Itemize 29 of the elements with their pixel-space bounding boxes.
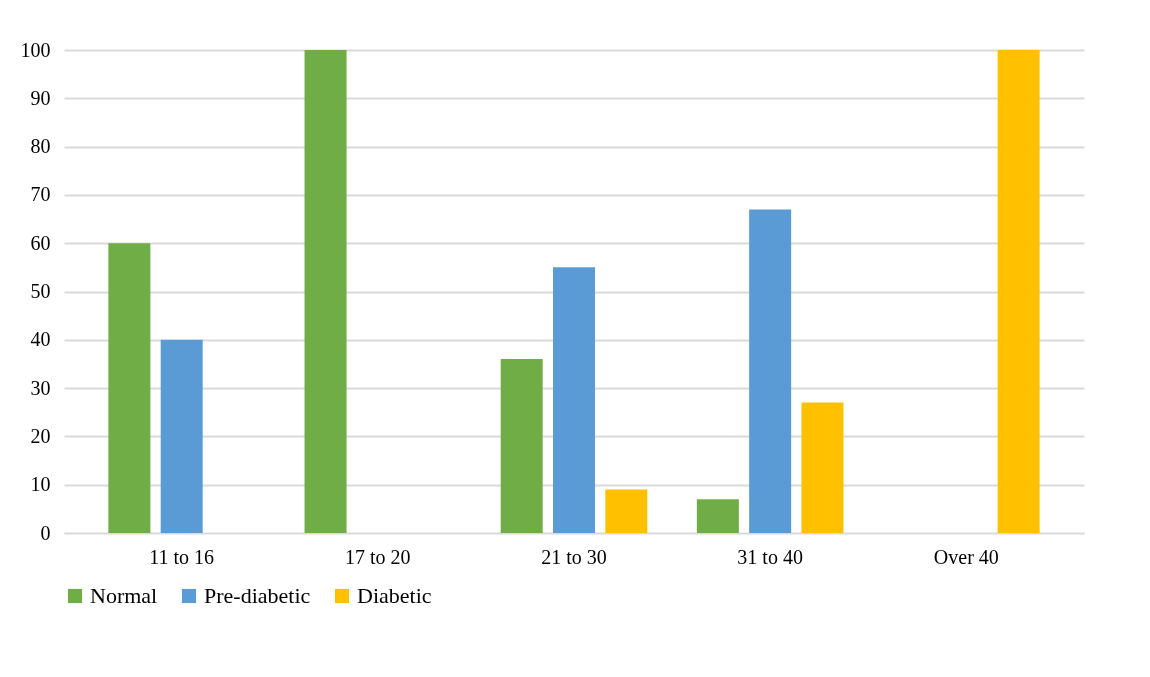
y-tick-label: 50 xyxy=(30,280,51,302)
x-tick-label: 21 to 30 xyxy=(541,545,607,568)
y-tick-label: 40 xyxy=(30,328,51,351)
bar xyxy=(500,359,543,533)
y-tick-label: 10 xyxy=(30,473,51,496)
y-tick-label: 60 xyxy=(30,231,51,254)
y-tick-label: 0 xyxy=(40,521,51,544)
y-tick-label: 100 xyxy=(20,38,51,61)
bar xyxy=(553,267,595,533)
bar xyxy=(304,50,347,533)
legend-label: Pre-diabetic xyxy=(204,583,311,608)
legend-label: Normal xyxy=(90,583,158,608)
x-tick-label: 11 to 16 xyxy=(149,545,215,568)
x-tick-label: 31 to 40 xyxy=(737,545,803,568)
bar xyxy=(749,209,792,533)
bar xyxy=(696,499,739,533)
bar xyxy=(108,243,151,533)
y-tick-label: 80 xyxy=(30,135,51,158)
x-tick-label: 17 to 20 xyxy=(345,545,411,568)
bar xyxy=(997,50,1040,533)
y-tick-label: 90 xyxy=(30,86,51,109)
y-tick-label: 70 xyxy=(30,183,51,206)
y-tick-label: 30 xyxy=(30,376,51,399)
y-tick-label: 20 xyxy=(30,424,51,447)
legend-label: Diabetic xyxy=(357,583,432,608)
bar xyxy=(605,489,648,533)
bar xyxy=(801,402,844,533)
bar xyxy=(160,339,203,533)
x-tick-label: Over 40 xyxy=(933,545,999,568)
